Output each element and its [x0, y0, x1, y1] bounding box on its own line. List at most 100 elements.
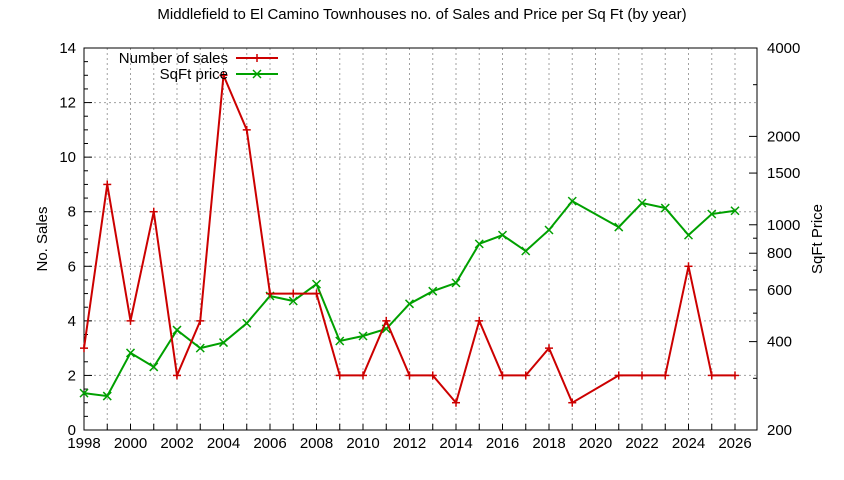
- x-tick-label: 2010: [346, 435, 379, 452]
- data-point-marker: [684, 262, 693, 271]
- data-point-marker: [404, 299, 415, 309]
- data-point-marker: [102, 391, 112, 401]
- grid-lines: [84, 48, 757, 430]
- x-tick-label: 1998: [67, 435, 100, 452]
- data-point-marker: [311, 279, 322, 289]
- data-point-marker: [80, 344, 88, 353]
- plot-border: [83, 47, 758, 431]
- y2-tick-label: 1500: [767, 165, 800, 182]
- data-point-marker: [242, 125, 251, 134]
- data-point-marker: [452, 398, 460, 407]
- data-point-marker: [79, 388, 89, 398]
- y2-tick-label: 4000: [767, 40, 800, 57]
- x-tick-label: 2026: [718, 435, 751, 452]
- y-tick-label: 10: [59, 149, 76, 166]
- y2-tick-label: 200: [767, 422, 792, 439]
- legend-label-sales: Number of sales: [119, 50, 228, 67]
- y2-tick-label: 600: [767, 282, 792, 299]
- data-point-marker: [218, 338, 229, 348]
- data-point-marker: [288, 296, 298, 306]
- x-tick-label: 2000: [114, 435, 147, 452]
- y-tick-label: 12: [59, 95, 76, 112]
- data-point-marker: [196, 316, 205, 325]
- x-tick-label: 2022: [625, 435, 658, 452]
- y2-tick-label: 800: [767, 245, 792, 262]
- y-axis-label: No. Sales: [34, 206, 51, 271]
- data-point-marker: [638, 371, 646, 380]
- data-point-marker: [567, 196, 577, 206]
- data-point-marker: [521, 371, 530, 380]
- x-tick-label: 2016: [486, 435, 519, 452]
- x-tick-label: 2002: [160, 435, 193, 452]
- data-point-marker: [614, 222, 624, 232]
- data-point-marker: [498, 371, 507, 380]
- data-point-marker: [451, 278, 461, 288]
- data-point-marker: [335, 336, 345, 346]
- x-axis-ticks: 1998 2000 2002 2004 2006 2008 2010 2012 2014 2016…: [67, 424, 752, 452]
- y-tick-label: 6: [68, 258, 76, 275]
- data-point-marker: [125, 348, 136, 358]
- data-point-marker: [661, 371, 670, 380]
- y-tick-label: 2: [68, 367, 76, 384]
- x-tick-label: 2006: [253, 435, 286, 452]
- data-point-marker: [172, 325, 182, 335]
- chart-title: Middlefield to El Camino Townhouses no. …: [157, 6, 686, 23]
- data-point-marker: [474, 239, 484, 249]
- data-point-marker: [497, 230, 508, 240]
- y-tick-label: 14: [59, 40, 76, 57]
- x-tick-label: 2020: [579, 435, 612, 452]
- data-point-marker: [428, 371, 437, 380]
- data-point-marker: [544, 225, 554, 235]
- sqft-price-line: [83, 199, 736, 398]
- data-point-marker: [730, 206, 740, 216]
- data-point-marker: [266, 289, 274, 298]
- x-tick-label: 2024: [672, 435, 705, 452]
- data-point-marker: [707, 371, 716, 380]
- y-tick-label: 8: [68, 204, 76, 221]
- y-tick-label: 0: [68, 422, 76, 439]
- data-point-marker: [683, 230, 694, 240]
- data-point-marker: [173, 371, 181, 380]
- data-point-marker: [126, 316, 135, 325]
- x-tick-label: 2004: [207, 435, 240, 452]
- data-point-marker: [707, 209, 717, 219]
- data-point-marker: [637, 198, 647, 208]
- data-point-marker: [289, 289, 298, 298]
- data-series: [79, 71, 740, 407]
- data-point-marker: [103, 180, 112, 189]
- y2-axis-ticks: 200 400 600 800 1000 1500 2000 4000: [749, 40, 800, 439]
- data-point-marker: [614, 371, 623, 380]
- x-tick-label: 2008: [300, 435, 333, 452]
- y2-axis-label: SqFt Price: [809, 204, 826, 274]
- data-point-marker: [242, 318, 252, 328]
- y-axis-ticks: 0 2 4 6 8 10 12 14: [59, 40, 92, 439]
- y2-tick-label: 400: [767, 334, 792, 351]
- data-point-marker: [568, 398, 577, 407]
- data-point-marker: [335, 371, 344, 380]
- number-of-sales-line: [83, 74, 735, 405]
- y2-tick-label: 1000: [767, 217, 800, 234]
- data-point-marker: [312, 289, 321, 298]
- data-point-marker: [149, 207, 158, 216]
- data-point-marker: [428, 286, 438, 296]
- plot-frame: [83, 47, 758, 431]
- legend-marker: [253, 54, 261, 62]
- legend: Number of sales SqFt price: [119, 50, 278, 83]
- data-point-marker: [382, 316, 391, 325]
- y-tick-label: 4: [68, 313, 76, 330]
- x-tick-label: 2014: [439, 435, 472, 452]
- data-point-marker: [195, 343, 205, 353]
- data-point-marker: [405, 371, 414, 380]
- data-point-marker: [475, 316, 484, 325]
- data-point-marker: [731, 371, 739, 380]
- data-point-marker: [521, 246, 531, 256]
- y2-tick-label: 2000: [767, 128, 800, 145]
- x-tick-label: 2012: [393, 435, 426, 452]
- data-point-marker: [149, 362, 159, 372]
- legend-label-price: SqFt price: [160, 66, 228, 83]
- legend-marker: [252, 69, 262, 79]
- data-point-marker: [660, 203, 670, 213]
- data-point-marker: [545, 344, 553, 353]
